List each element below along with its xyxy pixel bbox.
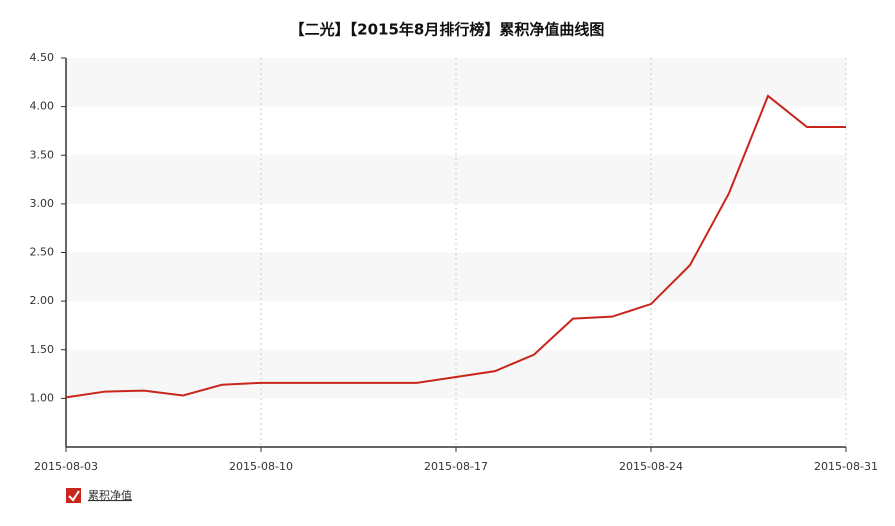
legend-checkbox[interactable]: [66, 488, 81, 503]
legend-label[interactable]: 累积净值: [88, 488, 132, 502]
y-tick-label: 2.00: [30, 294, 55, 307]
x-tick-label: 2015-08-31: [814, 460, 878, 473]
chart-title: 【二光】【2015年8月排行榜】累积净值曲线图: [290, 21, 605, 39]
y-tick-label: 1.00: [30, 391, 55, 404]
legend-item[interactable]: 累积净值: [66, 488, 132, 503]
y-tick-label: 1.50: [30, 343, 55, 356]
legend-check: [68, 490, 80, 502]
x-tick-label: 2015-08-17: [424, 460, 488, 473]
x-tick-label: 2015-08-10: [229, 460, 293, 473]
x-tick-label: 2015-08-24: [619, 460, 683, 473]
y-tick-label: 4.50: [30, 51, 55, 64]
x-tick-label: 2015-08-03: [34, 460, 98, 473]
y-tick-label: 2.50: [30, 246, 55, 259]
y-tick-label: 3.00: [30, 197, 55, 210]
data-line: [65, 94, 846, 399]
y-tick-label: 4.00: [30, 100, 55, 113]
y-tick-label: 3.50: [30, 148, 55, 161]
